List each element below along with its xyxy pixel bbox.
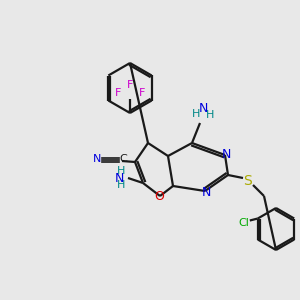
Text: H: H [192, 109, 200, 119]
Text: C: C [119, 154, 127, 164]
Text: N: N [114, 172, 124, 184]
Text: N: N [201, 185, 211, 199]
Text: O: O [154, 190, 164, 203]
Text: N: N [221, 148, 231, 161]
Text: H: H [117, 166, 125, 176]
Text: Cl: Cl [238, 218, 249, 227]
Text: S: S [244, 174, 252, 188]
Text: N: N [93, 154, 101, 164]
Text: H: H [117, 180, 125, 190]
Text: N: N [198, 103, 208, 116]
Text: H: H [206, 110, 214, 120]
Text: F: F [139, 88, 145, 98]
Text: F: F [127, 80, 133, 90]
Text: F: F [115, 88, 121, 98]
